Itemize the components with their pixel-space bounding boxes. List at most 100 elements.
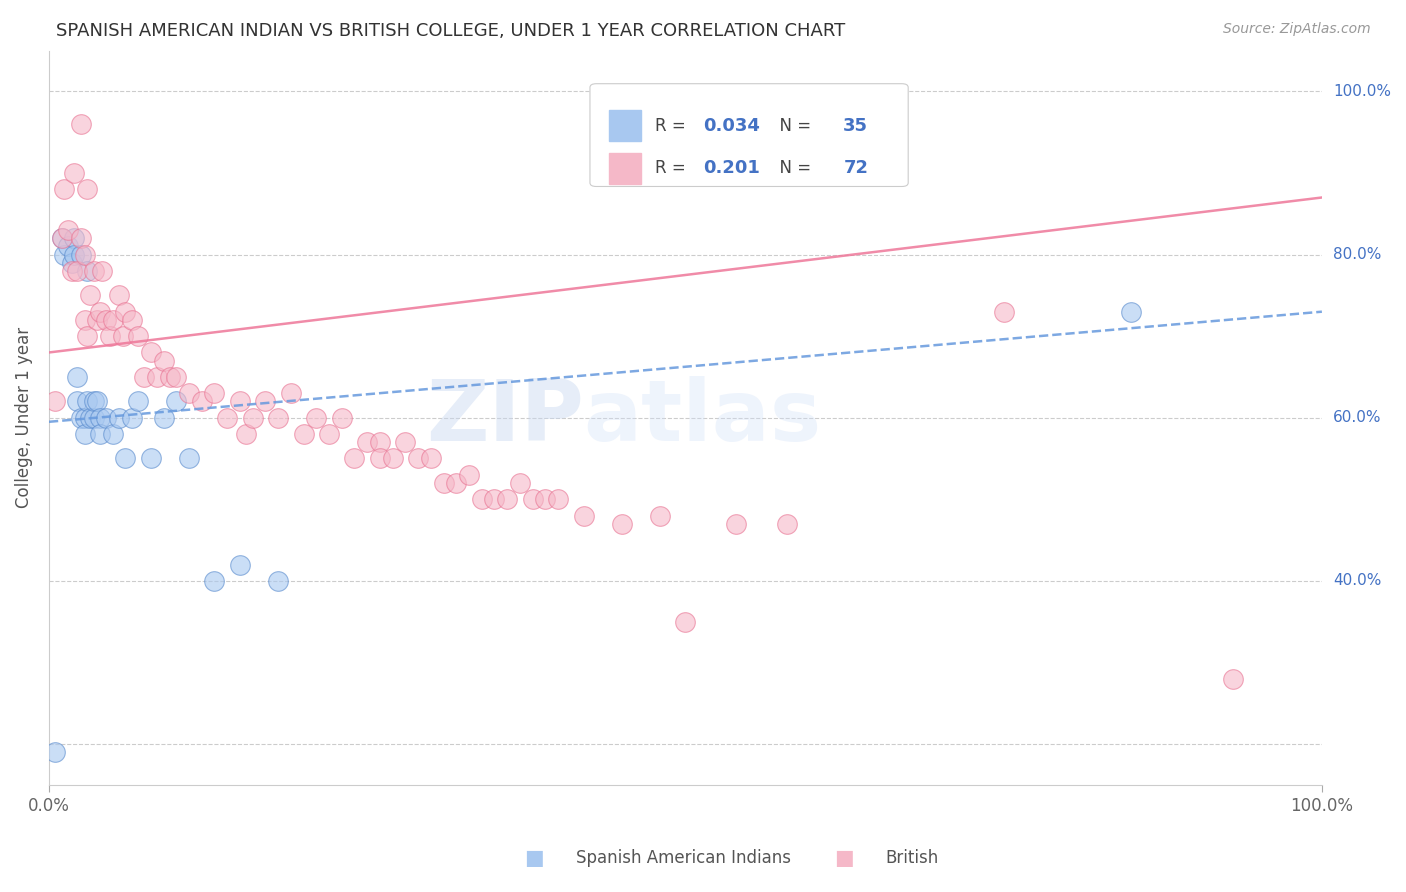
Point xyxy=(91,264,114,278)
Point xyxy=(66,370,89,384)
Point xyxy=(69,117,91,131)
Point xyxy=(76,264,98,278)
Text: ZIP: ZIP xyxy=(426,376,583,459)
Point xyxy=(73,313,96,327)
Point xyxy=(330,410,353,425)
Point xyxy=(89,304,111,318)
Point xyxy=(406,451,429,466)
Point xyxy=(394,435,416,450)
Point xyxy=(572,508,595,523)
Point xyxy=(69,231,91,245)
Point xyxy=(114,304,136,318)
Point xyxy=(496,492,519,507)
Point xyxy=(292,427,315,442)
Point xyxy=(458,467,481,482)
Point xyxy=(368,451,391,466)
Text: Spanish American Indians: Spanish American Indians xyxy=(576,849,792,867)
Point xyxy=(139,345,162,359)
Point xyxy=(79,288,101,302)
Point xyxy=(89,410,111,425)
Point xyxy=(101,313,124,327)
Point xyxy=(96,410,118,425)
Point xyxy=(134,370,156,384)
Point xyxy=(267,574,290,588)
Text: R =: R = xyxy=(655,117,690,135)
Point xyxy=(56,223,79,237)
Point xyxy=(89,427,111,442)
Point xyxy=(66,264,89,278)
FancyBboxPatch shape xyxy=(591,84,908,186)
Point xyxy=(725,516,748,531)
Point xyxy=(993,304,1015,318)
Point xyxy=(522,492,544,507)
Text: atlas: atlas xyxy=(583,376,823,459)
Bar xyxy=(609,110,641,141)
Point xyxy=(108,410,131,425)
Point xyxy=(121,410,143,425)
Point xyxy=(121,313,143,327)
Point xyxy=(101,427,124,442)
Point xyxy=(381,451,404,466)
Point xyxy=(73,247,96,261)
Text: ■: ■ xyxy=(524,848,544,868)
Point xyxy=(127,329,149,343)
Point xyxy=(165,394,187,409)
Point xyxy=(146,370,169,384)
Point xyxy=(83,394,105,409)
Text: British: British xyxy=(886,849,939,867)
Point xyxy=(53,247,76,261)
Text: 60.0%: 60.0% xyxy=(1333,410,1382,425)
Point xyxy=(675,615,697,629)
Point xyxy=(108,288,131,302)
Point xyxy=(235,427,257,442)
Point xyxy=(509,475,531,490)
Point xyxy=(471,492,494,507)
Point xyxy=(610,516,633,531)
Point xyxy=(280,386,302,401)
Point xyxy=(368,435,391,450)
Point xyxy=(69,410,91,425)
Point xyxy=(419,451,441,466)
Point xyxy=(177,451,200,466)
Text: ■: ■ xyxy=(834,848,853,868)
Point xyxy=(229,394,252,409)
Point xyxy=(83,410,105,425)
Point xyxy=(190,394,212,409)
Point xyxy=(267,410,290,425)
Point xyxy=(159,370,181,384)
Point xyxy=(254,394,277,409)
Point xyxy=(152,353,174,368)
Point xyxy=(139,451,162,466)
Point xyxy=(446,475,468,490)
Text: 0.201: 0.201 xyxy=(703,160,761,178)
Text: N =: N = xyxy=(769,160,817,178)
Point xyxy=(73,427,96,442)
Point xyxy=(177,386,200,401)
Point xyxy=(69,247,91,261)
Text: SPANISH AMERICAN INDIAN VS BRITISH COLLEGE, UNDER 1 YEAR CORRELATION CHART: SPANISH AMERICAN INDIAN VS BRITISH COLLE… xyxy=(56,22,845,40)
Point xyxy=(66,394,89,409)
Text: Source: ZipAtlas.com: Source: ZipAtlas.com xyxy=(1223,22,1371,37)
Point xyxy=(83,264,105,278)
Text: 80.0%: 80.0% xyxy=(1333,247,1381,262)
Point xyxy=(76,182,98,196)
Text: 0.034: 0.034 xyxy=(703,117,761,135)
Point xyxy=(204,574,226,588)
Point xyxy=(73,410,96,425)
Point xyxy=(217,410,239,425)
Point xyxy=(79,410,101,425)
Point xyxy=(242,410,264,425)
Point xyxy=(63,247,86,261)
Point xyxy=(96,313,118,327)
Point xyxy=(51,231,73,245)
Point xyxy=(152,410,174,425)
Point xyxy=(165,370,187,384)
Point xyxy=(305,410,328,425)
Point xyxy=(63,231,86,245)
Point xyxy=(98,329,121,343)
Point xyxy=(648,508,671,523)
Point xyxy=(318,427,340,442)
Point xyxy=(53,182,76,196)
Point xyxy=(484,492,506,507)
Point xyxy=(86,313,108,327)
